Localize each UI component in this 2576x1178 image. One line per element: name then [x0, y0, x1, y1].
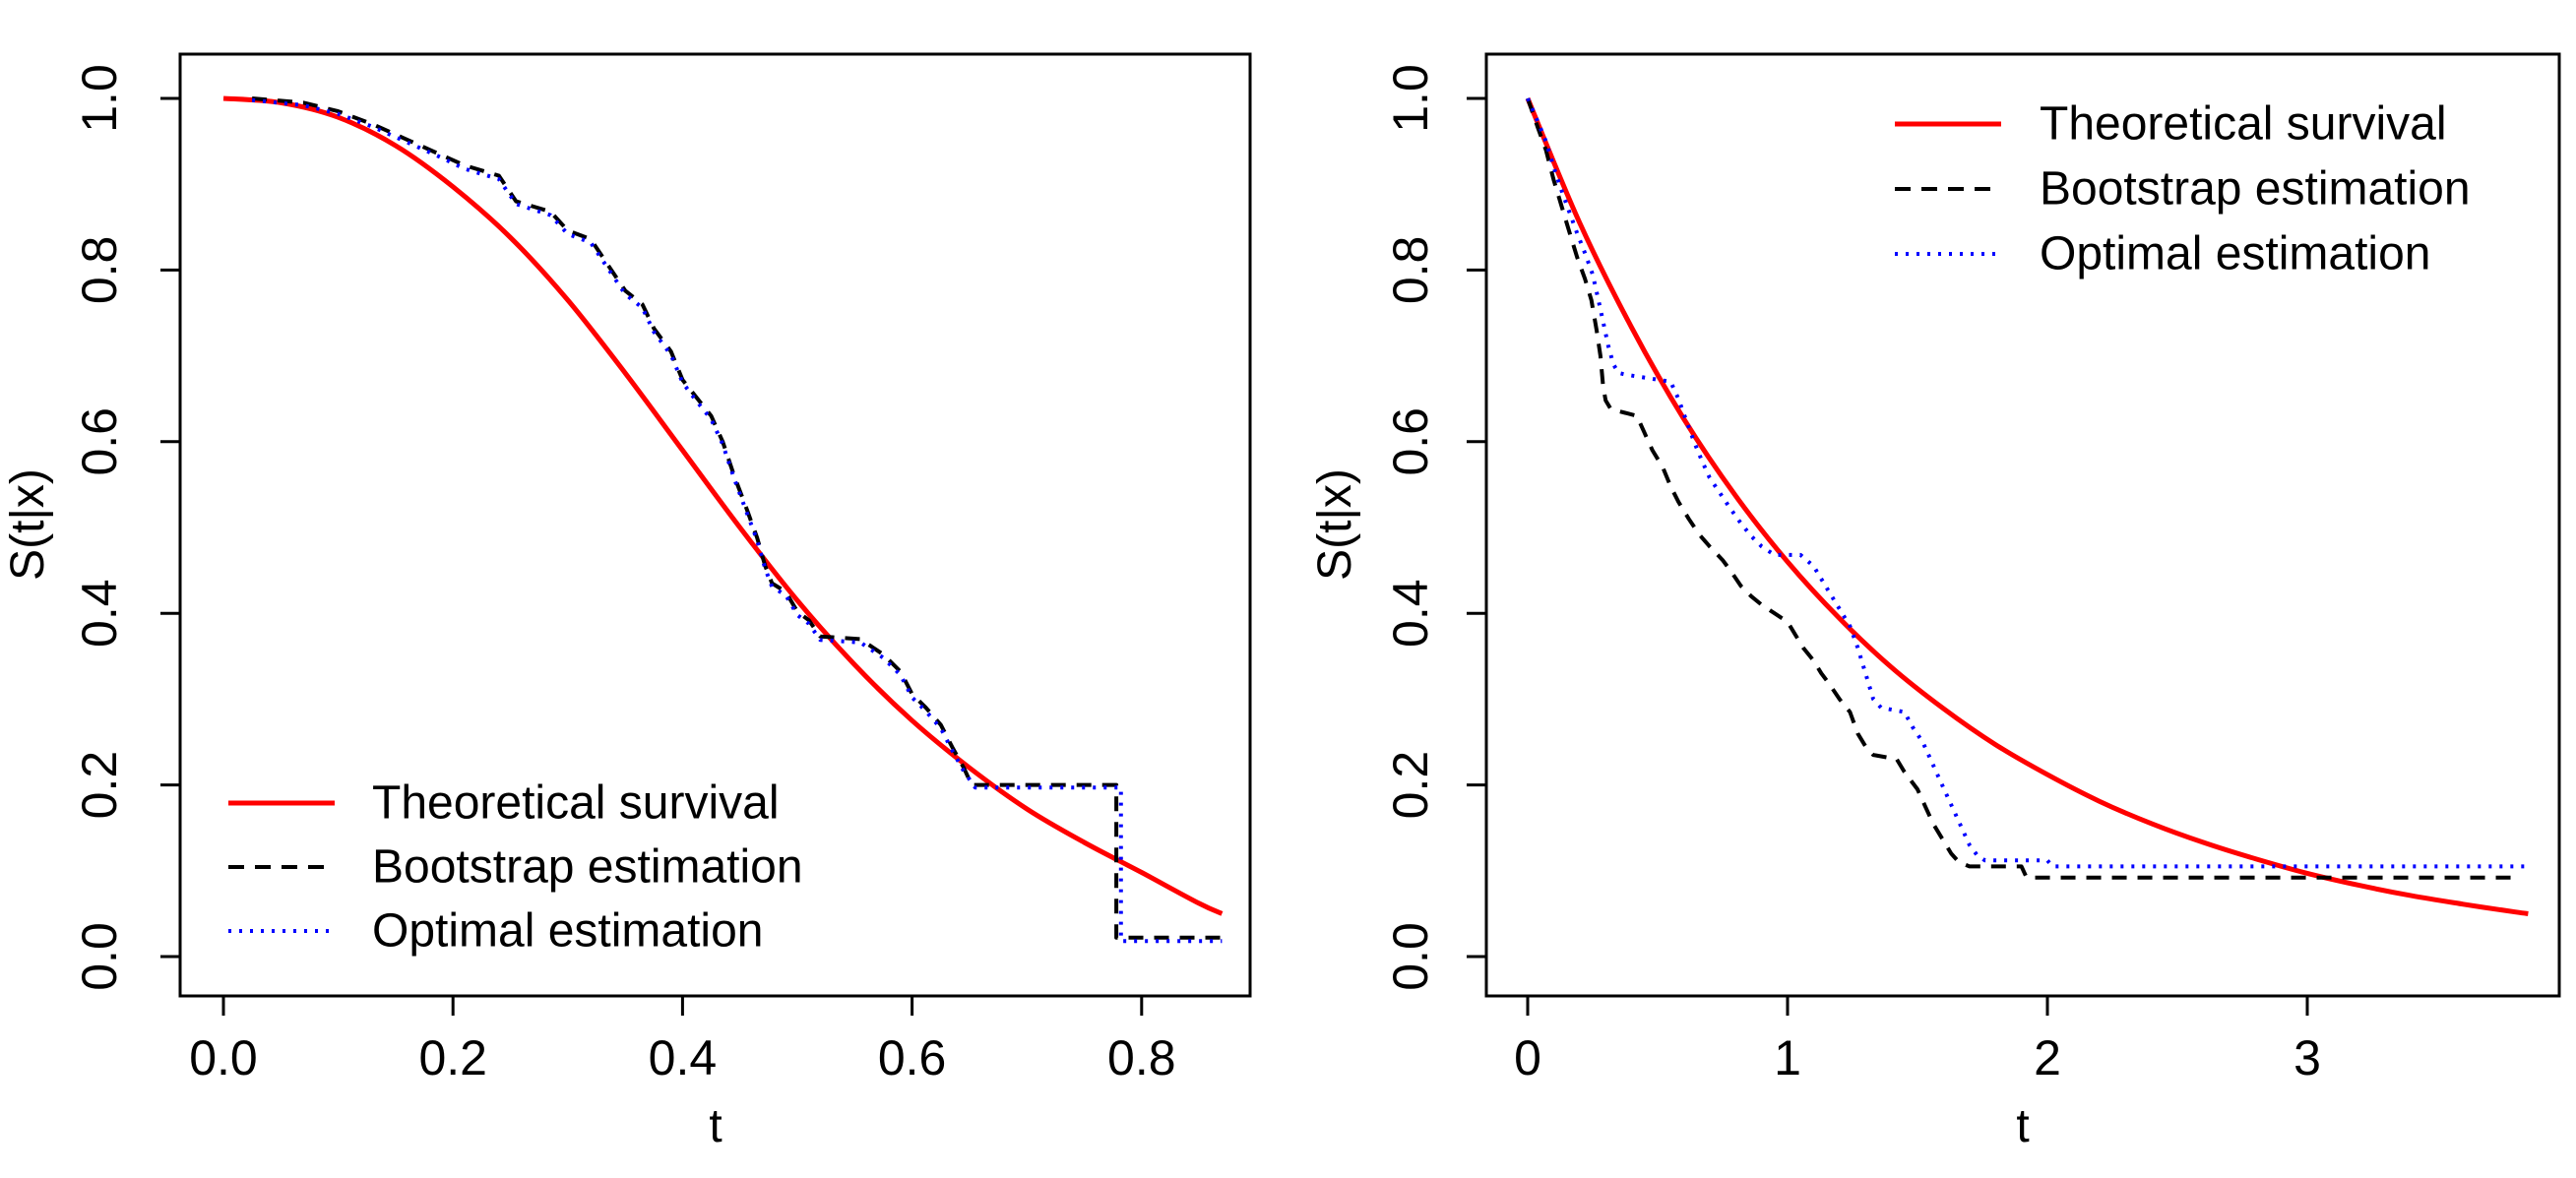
x-tick-label: 0.0 — [189, 1030, 258, 1085]
right-legend: Theoretical survival Bootstrap estimatio… — [1895, 98, 2471, 280]
plot-1-series-optimal-estimation-line — [1526, 97, 2529, 869]
right-plot-dynamic: 0 1 2 3 0.0 0.2 0.4 0.6 0.8 1.0 — [1383, 64, 2529, 1085]
x-tick-label: 1 — [1774, 1030, 1801, 1085]
y-tick-label: 0.0 — [72, 922, 127, 991]
y-tick-label: 1.0 — [72, 64, 127, 133]
x-tick-label: 0 — [1514, 1030, 1541, 1085]
plot-0-series-bootstrap-estimation-line — [251, 96, 1223, 940]
legend-label-theoretical: Theoretical survival — [2040, 98, 2446, 151]
left-plot-dynamic: 0.0 0.2 0.4 0.6 0.8 0.0 0.2 0.4 0.6 0.8 1.0 — [72, 64, 1224, 1085]
legend-label-theoretical: Theoretical survival — [372, 777, 779, 830]
plot-0-series-theoretical-survival-line — [222, 95, 1224, 916]
y-tick-label: 0.2 — [1383, 751, 1438, 820]
y-tick-label: 0.4 — [1383, 579, 1438, 648]
y-tick-label: 0.6 — [1383, 407, 1438, 476]
x-tick-label: 0.2 — [418, 1030, 487, 1085]
legend-item-bootstrap: Bootstrap estimation — [1895, 163, 2471, 216]
y-tick-label: 0.0 — [1383, 922, 1438, 991]
legend-item-bootstrap: Bootstrap estimation — [228, 841, 803, 894]
right-x-axis-label: t — [2016, 1100, 2029, 1152]
legend-item-optimal: Optimal estimation — [228, 905, 763, 958]
plot-1-series-theoretical-survival-line — [1525, 97, 2529, 916]
left-x-axis-label: t — [709, 1100, 722, 1152]
x-tick-label: 2 — [2034, 1030, 2061, 1085]
legend-label-bootstrap: Bootstrap estimation — [2040, 163, 2471, 216]
legend-item-theoretical: Theoretical survival — [1895, 98, 2446, 151]
x-tick-label: 3 — [2293, 1030, 2321, 1085]
right-y-axis-label: S(t|x) — [1309, 468, 1361, 581]
y-tick-label: 0.8 — [72, 236, 127, 305]
legend-label-optimal: Optimal estimation — [2040, 228, 2430, 280]
y-tick-label: 0.4 — [72, 579, 127, 648]
left-plot-box — [178, 52, 1252, 998]
left-plot: 0.0 0.2 0.4 0.6 0.8 0.0 0.2 0.4 0.6 0.8 1.0 t S(t|… — [2, 52, 1252, 1152]
left-y-axis-label: S(t|x) — [2, 468, 54, 581]
y-tick-label: 0.6 — [72, 407, 127, 476]
legend-item-optimal: Optimal estimation — [1895, 228, 2430, 280]
legend-item-theoretical: Theoretical survival — [228, 777, 779, 830]
x-tick-label: 0.6 — [878, 1030, 947, 1085]
plot-0-series-optimal-estimation-line — [251, 97, 1223, 944]
legend-label-optimal: Optimal estimation — [372, 905, 763, 958]
left-legend: Theoretical survival Bootstrap estimatio… — [228, 777, 803, 958]
x-tick-label: 0.4 — [649, 1030, 718, 1085]
y-tick-label: 1.0 — [1383, 64, 1438, 133]
legend-label-bootstrap: Bootstrap estimation — [372, 841, 803, 894]
x-tick-label: 0.8 — [1107, 1030, 1176, 1085]
y-tick-label: 0.8 — [1383, 236, 1438, 305]
right-plot: 0 1 2 3 0.0 0.2 0.4 0.6 0.8 1.0 t S(t|x) Theoreti… — [1309, 52, 2561, 1152]
right-plot-box — [1484, 52, 2561, 998]
y-tick-label: 0.2 — [72, 751, 127, 820]
